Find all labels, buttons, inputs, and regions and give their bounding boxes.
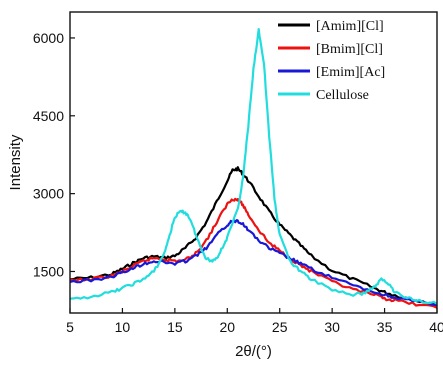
legend-label-3: Cellulose [316, 88, 369, 103]
x-axis: 5 10 15 20 25 30 35 40 [66, 308, 443, 335]
y-tick-label-2: 4500 [33, 108, 64, 124]
x-tick-label-4: 25 [272, 319, 288, 335]
y-tick-label-0: 1500 [33, 263, 64, 279]
y-axis-title: Intensity [7, 134, 24, 190]
y-tick-label-1: 3000 [33, 186, 64, 202]
x-tick-label-1: 10 [115, 319, 131, 335]
plot-frame [69, 11, 438, 314]
series-line-1 [69, 197, 438, 309]
plot-lines [69, 28, 438, 309]
series-line-3 [69, 28, 438, 305]
series-line-0 [70, 166, 438, 306]
x-tick-label-0: 5 [66, 319, 74, 335]
y-axis: 1500 3000 4500 6000 [33, 30, 75, 279]
x-axis-title: 2θ/(°) [235, 343, 272, 360]
x-tick-label-5: 30 [324, 319, 340, 335]
x-tick-label-2: 15 [167, 319, 183, 335]
legend-label-2: [Emim][Ac] [316, 65, 385, 80]
x-tick-label-3: 20 [219, 319, 235, 335]
y-tick-label-3: 6000 [33, 30, 64, 46]
legend: [Amim][Cl] [Bmim][Cl] [Emim][Ac] Cellulose [278, 19, 385, 103]
x-tick-label-7: 40 [429, 319, 443, 335]
series-line-2 [69, 219, 438, 307]
legend-label-0: [Amim][Cl] [316, 19, 384, 34]
legend-label-1: [Bmim][Cl] [316, 42, 383, 57]
x-tick-label-6: 35 [377, 319, 393, 335]
